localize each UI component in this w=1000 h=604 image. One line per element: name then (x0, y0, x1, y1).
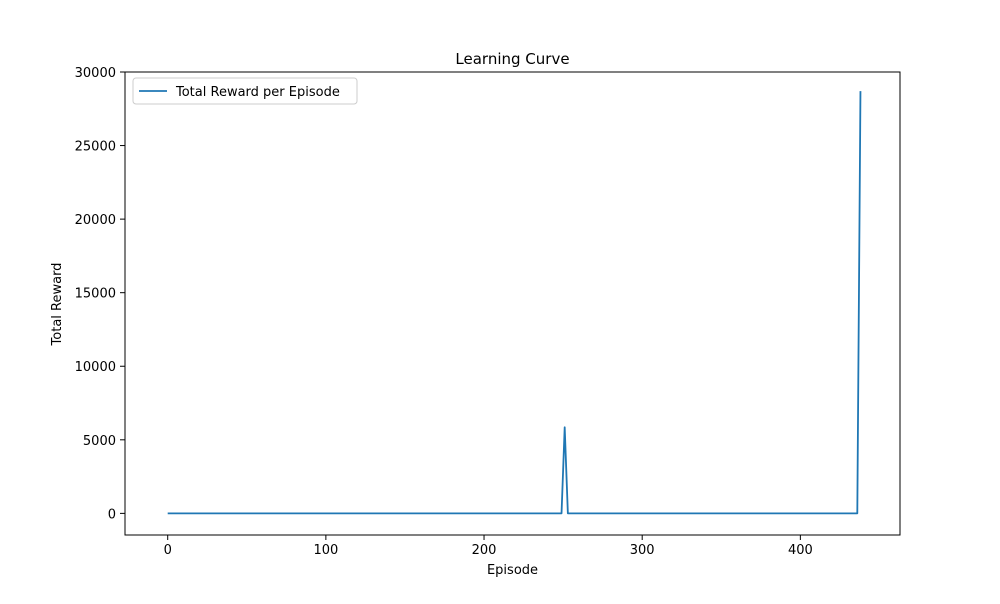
y-tick-label: 25000 (75, 140, 116, 155)
y-tick-label: 20000 (75, 213, 116, 228)
y-tick-label: 15000 (75, 287, 116, 302)
plot-frame (124, 71, 901, 536)
y-axis-label: Total Reward (50, 263, 65, 347)
x-tick-label: 400 (788, 543, 813, 558)
series-layer (167, 91, 862, 515)
legend-label: Total Reward per Episode (175, 85, 340, 100)
x-tick-label: 0 (164, 543, 172, 558)
x-tick-label: 300 (630, 543, 655, 558)
y-axis-ticks: 0 5000 10000 15000 20000 25000 30000 (75, 66, 125, 522)
x-axis-ticks: 0 100 200 300 400 (164, 535, 813, 558)
y-tick-label: 5000 (83, 434, 116, 449)
series-line (167, 91, 862, 515)
y-tick-label: 30000 (75, 66, 116, 81)
x-axis-label: Episode (487, 563, 538, 578)
legend-box (132, 77, 358, 105)
x-tick-label: 100 (313, 543, 338, 558)
x-tick-label: 200 (472, 543, 497, 558)
legend: Total Reward per Episode (132, 77, 358, 105)
chart-title: Learning Curve (455, 50, 569, 68)
y-tick-label: 10000 (75, 360, 116, 375)
y-tick-label: 0 (108, 507, 116, 522)
